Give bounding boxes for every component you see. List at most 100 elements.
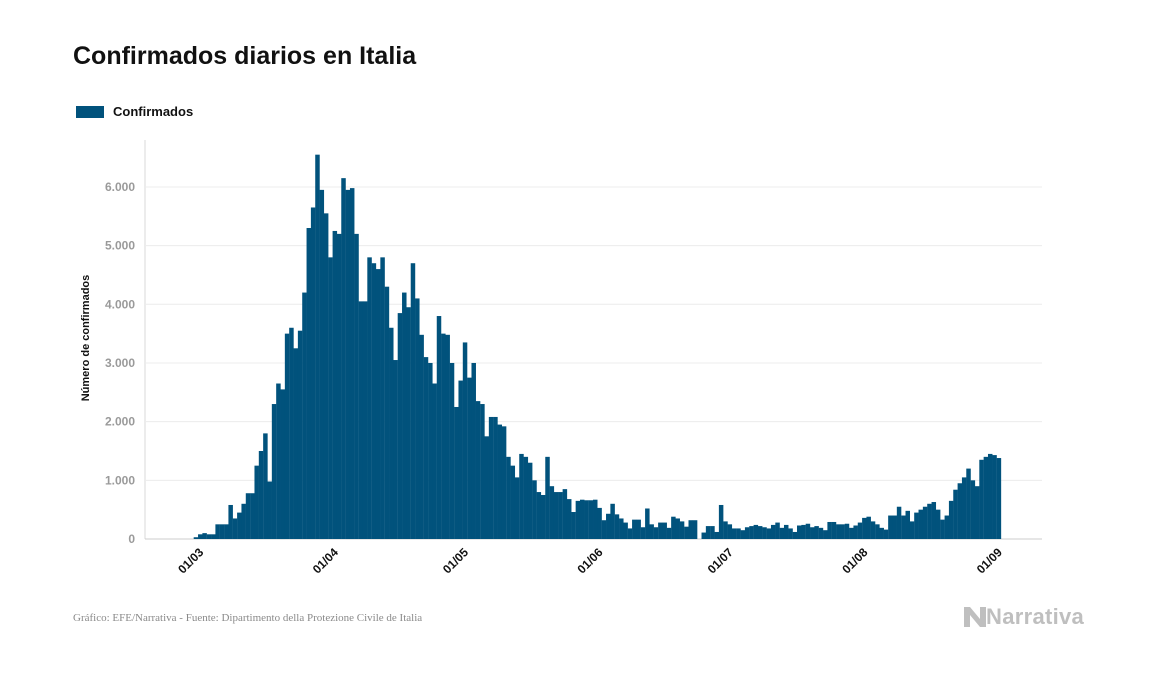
y-tick-label: 2.000: [105, 415, 135, 429]
bar: [263, 433, 268, 539]
bar: [458, 380, 463, 539]
bar: [979, 459, 984, 539]
bar: [866, 516, 871, 539]
bar: [757, 526, 763, 539]
bar: [297, 330, 303, 539]
bar: [853, 525, 858, 539]
bar: [610, 503, 615, 539]
bar: [245, 493, 251, 539]
bar: [909, 521, 915, 539]
bar: [974, 486, 980, 539]
bar: [215, 524, 220, 539]
bar: [649, 524, 654, 539]
bar: [762, 527, 767, 539]
bar: [684, 526, 689, 539]
bar: [896, 506, 902, 539]
bar: [354, 233, 359, 539]
bar: [961, 477, 967, 539]
bar: [632, 519, 637, 539]
bar: [445, 334, 450, 539]
bar: [384, 286, 390, 539]
bar: [206, 534, 212, 539]
x-tick-label: 01/05: [440, 545, 471, 576]
bar: [198, 534, 203, 539]
y-tick-label: 6.000: [105, 180, 135, 194]
bar: [662, 522, 667, 539]
bar: [827, 521, 832, 539]
bar: [579, 499, 585, 539]
bar: [315, 154, 320, 540]
bar: [389, 327, 394, 539]
bar: [514, 477, 520, 539]
x-tick-label: 01/09: [974, 545, 1005, 576]
bar: [653, 527, 659, 539]
bar: [640, 527, 646, 539]
bar: [497, 424, 503, 539]
bar: [940, 519, 945, 539]
y-tick-label: 0: [128, 532, 135, 546]
bar: [362, 301, 368, 539]
bar: [454, 406, 459, 539]
bar: [944, 515, 950, 539]
bar: [232, 518, 238, 539]
x-axis-ticks: 01/03 01/04 01/05 01/06 01/07 01/08 01/09: [175, 545, 1005, 576]
bar: [280, 389, 285, 540]
bar: [775, 522, 780, 539]
bar: [857, 522, 863, 539]
bar: [475, 401, 481, 539]
legend-label: Confirmados: [113, 104, 194, 119]
bar: [914, 512, 919, 539]
bar: [901, 515, 906, 539]
brand-logo: Narrativa: [964, 604, 1084, 630]
bar: [441, 333, 446, 539]
bar: [480, 404, 485, 539]
bar: [783, 524, 789, 539]
bar: [892, 515, 897, 539]
chart-title: Confirmados diarios en Italia: [73, 42, 417, 70]
bar: [193, 537, 199, 539]
bar: [810, 527, 815, 539]
bar: [406, 307, 411, 539]
bar: [258, 450, 264, 539]
bar: [302, 292, 307, 539]
bar: [931, 502, 937, 539]
bar: [306, 228, 312, 539]
bar: [888, 515, 893, 539]
bar: [549, 486, 555, 539]
bar: [749, 526, 754, 539]
bar: [436, 316, 442, 539]
bar: [701, 532, 707, 539]
bar: [918, 509, 924, 539]
bar: [744, 527, 750, 539]
bar: [801, 524, 806, 539]
x-tick-label: 01/06: [574, 545, 605, 576]
bar: [593, 499, 598, 539]
bar: [823, 530, 828, 539]
bar: [770, 524, 776, 539]
bar: [740, 530, 746, 539]
bar: [484, 436, 489, 539]
bar: [614, 514, 620, 539]
bar: [319, 189, 325, 540]
bar: [883, 529, 889, 539]
bar: [289, 327, 294, 539]
bar: [493, 416, 498, 539]
bar: [935, 509, 941, 539]
bar: [241, 503, 246, 539]
bar: [788, 528, 793, 539]
source-note: Gráfico: EFE/Narrativa - Fuente: Diparti…: [73, 612, 423, 624]
bar: [862, 517, 867, 539]
bar: [423, 357, 429, 539]
y-axis-label: Número de confirmados: [80, 275, 92, 402]
bar: [953, 489, 958, 539]
bar: [996, 458, 1002, 539]
bar: [849, 527, 854, 539]
bar: [797, 525, 802, 539]
legend-swatch: [76, 105, 104, 118]
bar: [588, 500, 594, 539]
bar: [970, 480, 976, 539]
bar: [731, 528, 737, 539]
bar: [402, 292, 407, 539]
bar: [575, 500, 581, 539]
bar: [658, 522, 663, 539]
